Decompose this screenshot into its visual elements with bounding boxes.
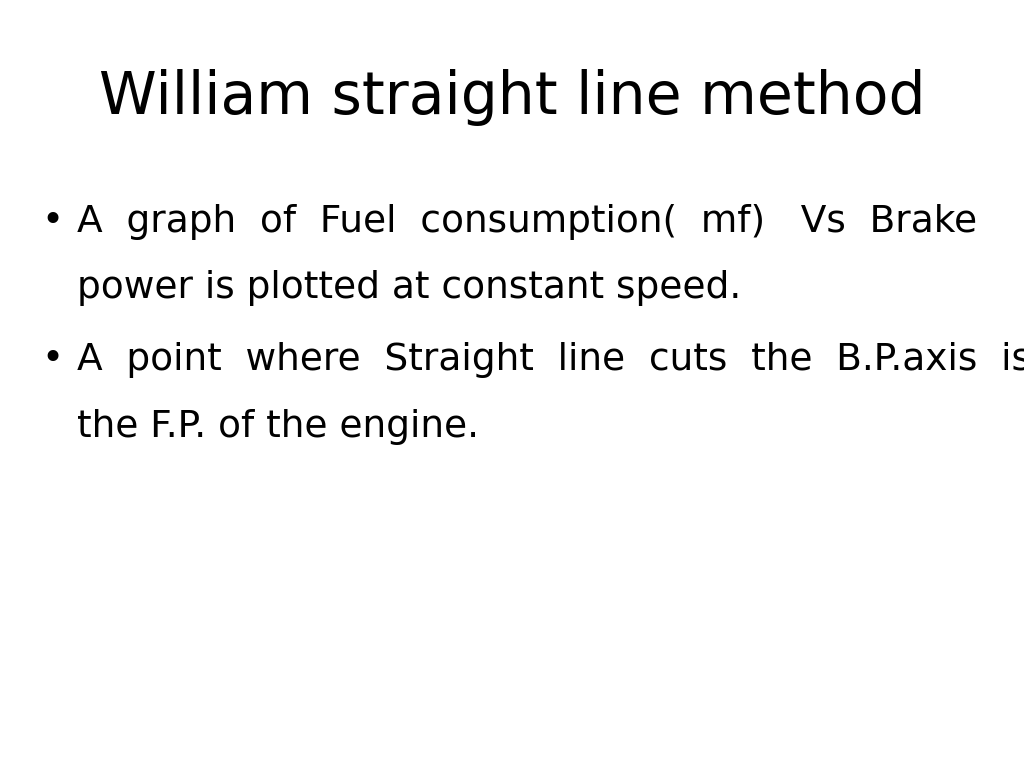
Text: A  graph  of  Fuel  consumption(  mf)   Vs  Brake: A graph of Fuel consumption( mf) Vs Brak… bbox=[77, 204, 977, 240]
Text: A  point  where  Straight  line  cuts  the  B.P.axis  is: A point where Straight line cuts the B.P… bbox=[77, 342, 1024, 378]
Text: the F.P. of the engine.: the F.P. of the engine. bbox=[77, 409, 479, 445]
Text: •: • bbox=[41, 204, 63, 240]
Text: power is plotted at constant speed.: power is plotted at constant speed. bbox=[77, 270, 741, 306]
Text: William straight line method: William straight line method bbox=[98, 69, 926, 126]
Text: •: • bbox=[41, 342, 63, 378]
